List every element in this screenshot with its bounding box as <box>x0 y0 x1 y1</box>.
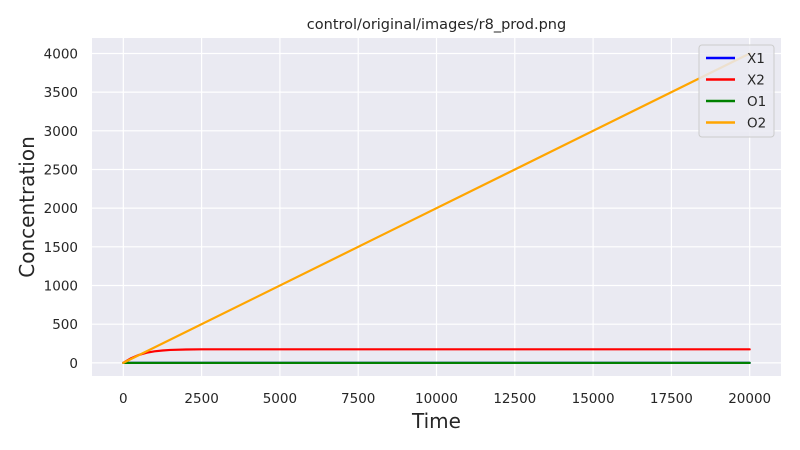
x-axis-ticks: 0 2500 5000 7500 10000 12500 15000 17500 20000 <box>119 391 771 407</box>
x-tick-label: 20000 <box>728 391 771 407</box>
x-tick-label: 7500 <box>341 391 375 407</box>
legend-label-x2: X2 <box>747 73 765 89</box>
y-tick-label: 2500 <box>44 162 78 178</box>
x-tick-label: 2500 <box>184 391 218 407</box>
legend-label-o2: O2 <box>747 116 766 132</box>
y-tick-label: 500 <box>52 317 78 333</box>
x-tick-label: 10000 <box>415 391 458 407</box>
x-axis-label: Time <box>411 409 461 433</box>
y-tick-label: 0 <box>69 356 78 372</box>
y-axis-label: Concentration <box>15 136 39 277</box>
chart-title: control/original/images/r8_prod.png <box>307 17 566 33</box>
y-tick-label: 3500 <box>44 85 78 101</box>
legend-box <box>698 44 775 138</box>
x-tick-label: 15000 <box>572 391 615 407</box>
y-tick-label: 1500 <box>44 240 78 256</box>
y-tick-label: 4000 <box>44 46 78 62</box>
y-tick-label: 1000 <box>44 279 78 295</box>
legend: X1 X2 O1 O2 <box>698 44 775 138</box>
y-tick-label: 3000 <box>44 124 78 140</box>
x-tick-label: 5000 <box>263 391 297 407</box>
y-tick-label: 2000 <box>44 201 78 217</box>
series-line-o2 <box>122 52 751 364</box>
x-tick-label: 0 <box>119 391 128 407</box>
y-axis-ticks: 0 500 1000 1500 2000 2500 3000 3500 4000 <box>44 46 78 371</box>
series-lines <box>122 52 751 364</box>
x-tick-label: 17500 <box>650 391 693 407</box>
legend-label-x1: X1 <box>747 51 765 67</box>
x-tick-label: 12500 <box>493 391 536 407</box>
legend-label-o1: O1 <box>747 94 766 110</box>
